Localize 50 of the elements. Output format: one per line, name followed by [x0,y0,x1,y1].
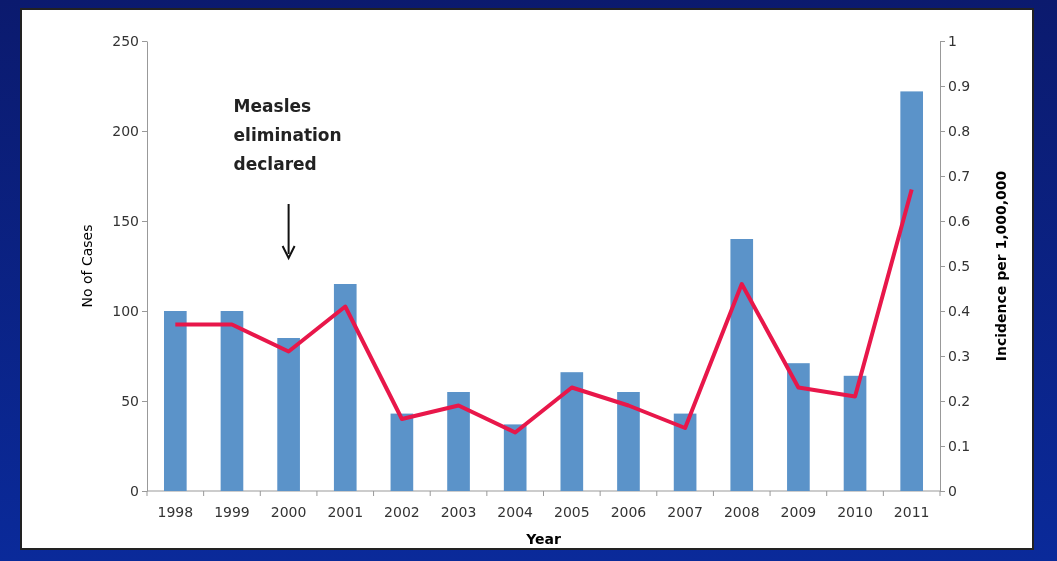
y-tick-label: 0 [130,482,139,499]
y2-tick-label: 0.3 [948,347,971,364]
line-series [173,187,914,435]
x-tick-label: 2001 [327,504,364,520]
y2-tick-label: 0.1 [948,437,971,454]
y2-tick-label: 0.6 [948,212,971,229]
y-tick-label: 150 [112,212,139,229]
bar [390,413,414,491]
y2-tick-label: 0.9 [948,77,971,94]
y2-tick-label: 0.2 [948,392,971,409]
y-tick-label: 100 [112,302,139,319]
y2-tick-label: 0.8 [948,122,971,139]
bar [673,413,697,491]
bar [163,311,187,491]
bar [503,424,527,491]
x-tick-label: 2000 [270,504,307,520]
bar [900,91,924,491]
y2-tick-label: 0 [948,482,957,499]
bar [220,311,244,491]
bar [730,239,754,491]
x-tick-label: 1998 [157,504,194,520]
bar [277,338,300,491]
x-tick-label: 2006 [610,504,647,520]
x-tick-label: 2005 [554,504,590,520]
y-axis-title: No of Cases [79,224,95,308]
x-tick-label: 2009 [780,504,817,520]
y-tick-label: 50 [121,392,139,409]
x-tick-label: 2003 [440,504,477,520]
x-tick-label: 2007 [667,504,703,520]
x-tick-label: 2010 [837,504,873,520]
x-tick-label: 2002 [384,504,420,520]
y2-tick-label: 1 [948,32,957,49]
y-tick-label: 250 [112,32,139,49]
bar [787,363,810,491]
bar [447,392,470,491]
y2-tick-label: 0.7 [948,167,971,184]
bar [333,284,357,491]
y2-tick-label: 0.5 [948,257,971,274]
y-tick-label: 200 [112,122,139,139]
x-tick-label: 2008 [723,504,760,520]
x-axis-title: Year [525,531,561,547]
annotation: Measles elimination declared [233,96,342,174]
x-tick-label: 2011 [893,504,930,520]
bar [843,375,867,491]
y2-tick-label: 0.4 [948,302,971,319]
x-tick-label: 1999 [214,504,250,520]
bar [560,372,584,491]
bar [617,392,640,491]
x-tick-label: 2004 [497,504,534,520]
y2-axis-title: Incidence per 1,000,000 [993,170,1009,362]
